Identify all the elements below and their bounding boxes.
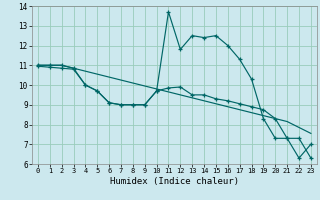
X-axis label: Humidex (Indice chaleur): Humidex (Indice chaleur)	[110, 177, 239, 186]
